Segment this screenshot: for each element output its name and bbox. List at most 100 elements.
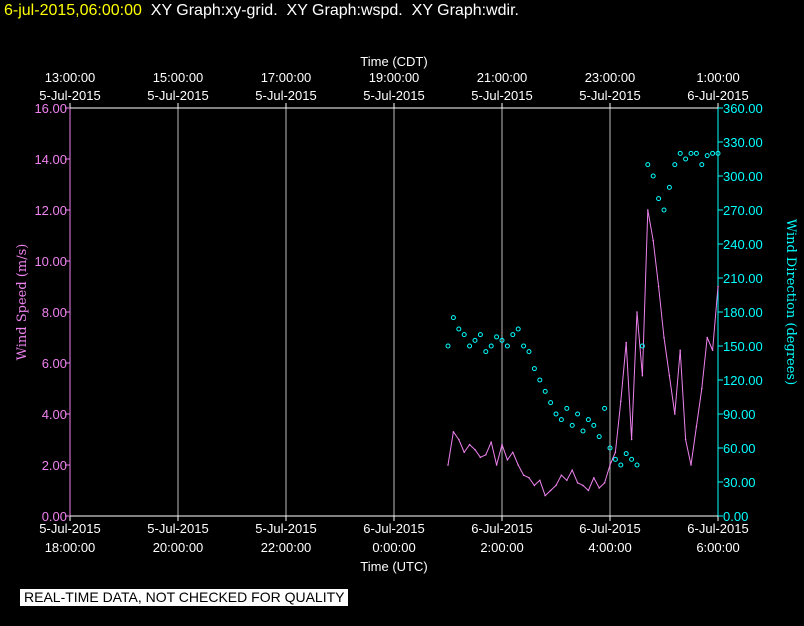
wind-speed-segment bbox=[690, 426, 697, 466]
right-tick-label: 150.00 bbox=[723, 339, 763, 354]
wind-direction-point bbox=[461, 332, 467, 338]
wind-speed-segment bbox=[501, 444, 508, 461]
bottom-tick-label-date: 6-Jul-2015 bbox=[579, 521, 640, 536]
wind-speed-segment bbox=[674, 350, 681, 415]
wind-speed-point bbox=[603, 482, 606, 484]
wind-speed-point bbox=[652, 239, 654, 242]
bottom-tick-label-time: 6:00:00 bbox=[696, 540, 739, 555]
wind-speed-segment bbox=[685, 439, 692, 466]
top-tick-label-time: 19:00:00 bbox=[369, 70, 420, 85]
wind-direction-point bbox=[564, 405, 570, 411]
top-tick-label-date: 5-Jul-2015 bbox=[363, 88, 424, 103]
wind-speed-segment bbox=[571, 469, 579, 484]
right-tick-label: 270.00 bbox=[723, 203, 763, 218]
wind-speed-point bbox=[593, 476, 595, 479]
wind-speed-segment bbox=[701, 337, 708, 389]
left-tick-label: 4.00 bbox=[42, 407, 67, 422]
bottom-tick-label-date: 5-Jul-2015 bbox=[255, 521, 316, 536]
wind-direction-point bbox=[715, 150, 721, 156]
header-graph-titles: XY Graph:xy-grid. XY Graph:wspd. XY Grap… bbox=[150, 2, 519, 19]
bottom-tick-label-date: 5-Jul-2015 bbox=[39, 521, 100, 536]
bottom-tick-label-date: 5-Jul-2015 bbox=[147, 521, 208, 536]
wind-direction-point bbox=[591, 422, 597, 428]
wind-speed-point bbox=[636, 311, 638, 313]
wind-speed-segment bbox=[598, 482, 605, 489]
right-tick-label: 300.00 bbox=[723, 169, 763, 184]
left-tick-label: 6.00 bbox=[42, 356, 67, 371]
bottom-tick-label-date: 6-Jul-2015 bbox=[363, 521, 424, 536]
wind-speed-segment bbox=[641, 209, 649, 376]
wind-speed-point bbox=[506, 459, 509, 461]
top-tick-label-time: 15:00:00 bbox=[153, 70, 204, 85]
wind-direction-point bbox=[548, 400, 554, 406]
wind-speed-segment bbox=[695, 388, 703, 427]
wind-direction-point bbox=[645, 162, 651, 168]
bottom-tick-label-time: 20:00:00 bbox=[153, 540, 204, 555]
wind-direction-point bbox=[677, 150, 683, 156]
wind-speed-segment bbox=[550, 485, 557, 491]
top-tick-label-time: 21:00:00 bbox=[477, 70, 528, 85]
wind-direction-point bbox=[661, 207, 667, 213]
wind-speed-point bbox=[517, 464, 519, 466]
wind-speed-segment bbox=[458, 439, 465, 453]
top-tick-label-date: 5-Jul-2015 bbox=[579, 88, 640, 103]
wind-speed-point bbox=[474, 448, 476, 451]
wind-speed-point bbox=[501, 443, 503, 446]
wind-direction-point bbox=[477, 332, 483, 338]
wind-speed-point bbox=[684, 438, 687, 441]
wind-speed-point bbox=[490, 441, 493, 443]
bottom-tick-label-time: 18:00:00 bbox=[45, 540, 96, 555]
wind-speed-point bbox=[641, 374, 644, 377]
wind-direction-point bbox=[672, 162, 678, 168]
bottom-tick-label-time: 0:00:00 bbox=[372, 540, 415, 555]
wind-direction-point bbox=[585, 417, 591, 423]
wind-speed-point bbox=[701, 387, 703, 390]
wind-speed-point bbox=[582, 484, 584, 487]
top-tick-label-time: 17:00:00 bbox=[261, 70, 312, 85]
wind-speed-point bbox=[598, 487, 600, 489]
wind-direction-point bbox=[693, 150, 699, 156]
quality-banner: REAL-TIME DATA, NOT CHECKED FOR QUALITY bbox=[20, 589, 349, 606]
header: 6-jul-2015,06:00:00 XY Graph:xy-grid. XY… bbox=[4, 2, 519, 20]
wind-speed-segment bbox=[566, 469, 573, 481]
wind-speed-segment bbox=[636, 311, 643, 376]
wind-direction-point bbox=[710, 150, 716, 156]
wind-speed-segment bbox=[452, 431, 460, 440]
right-tick-label: 60.00 bbox=[723, 441, 756, 456]
left-tick-label: 14.00 bbox=[34, 152, 67, 167]
wind-direction-point bbox=[456, 326, 462, 332]
wind-speed-segment bbox=[517, 464, 525, 476]
right-tick-label: 90.00 bbox=[723, 407, 756, 422]
wind-speed-segment bbox=[555, 474, 562, 486]
wind-speed-segment bbox=[593, 477, 600, 489]
top-tick-label-date: 5-Jul-2015 bbox=[471, 88, 532, 103]
wind-speed-segment bbox=[463, 444, 471, 453]
wind-speed-point bbox=[674, 413, 676, 415]
wind-speed-point bbox=[528, 476, 530, 479]
wind-speed-point bbox=[663, 336, 665, 339]
wind-speed-point bbox=[706, 336, 708, 339]
wind-direction-point bbox=[580, 428, 586, 434]
top-tick-label-time: 23:00:00 bbox=[585, 70, 636, 85]
wind-direction-point bbox=[656, 196, 662, 202]
wind-speed-point bbox=[717, 285, 719, 288]
wind-speed-segment bbox=[582, 485, 589, 491]
wind-speed-point bbox=[647, 209, 649, 211]
wind-speed-point bbox=[485, 454, 487, 456]
right-tick-label: 0.00 bbox=[723, 509, 748, 524]
wind-speed-point bbox=[452, 431, 455, 433]
wind-direction-point bbox=[537, 377, 543, 383]
wind-speed-point bbox=[533, 484, 536, 487]
wind-speed-point bbox=[458, 438, 460, 441]
right-axis-title: Wind Direction (degrees) bbox=[783, 219, 798, 385]
wind-speed-point bbox=[560, 474, 563, 477]
wind-direction-point bbox=[499, 337, 505, 343]
wind-speed-segment bbox=[663, 337, 670, 376]
wind-speed-point bbox=[495, 464, 498, 466]
wind-speed-point bbox=[539, 479, 541, 482]
right-tick-label: 330.00 bbox=[723, 135, 763, 150]
wind-speed-point bbox=[679, 349, 681, 352]
bottom-axis-label: Time (UTC) bbox=[360, 559, 427, 574]
wind-speed-segment bbox=[528, 477, 535, 486]
wind-speed-segment bbox=[712, 286, 719, 351]
